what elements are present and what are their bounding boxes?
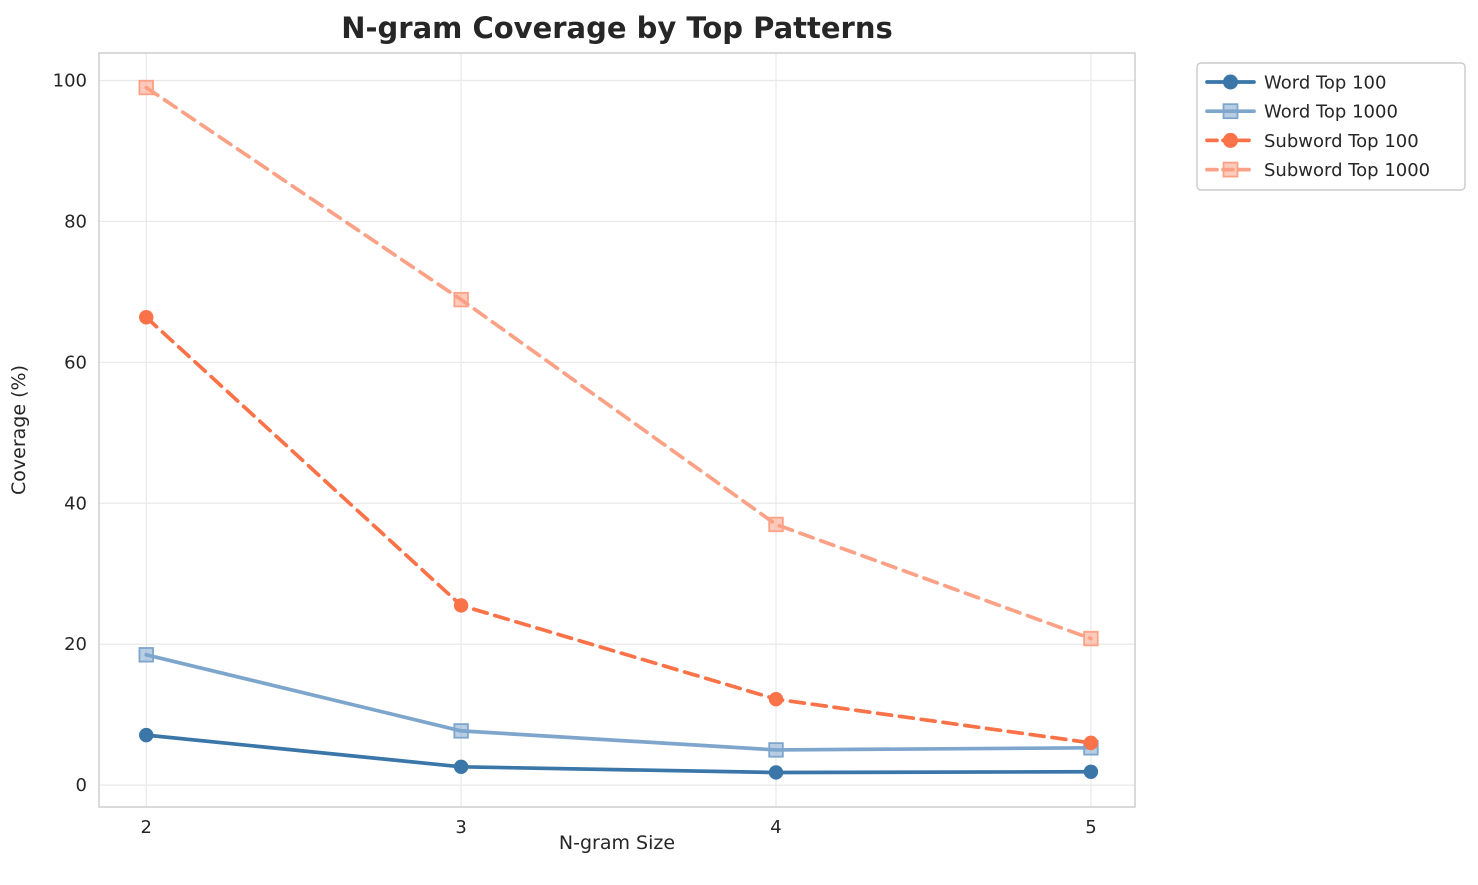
data-point-circle [139,310,154,325]
data-point-circle [139,727,154,743]
series-word-top-100 [139,727,1099,780]
legend-label: Word Top 100 [1264,73,1386,94]
data-point-square [768,742,784,758]
legend-item-subword-top-1000: Subword Top 1000 [1205,160,1430,181]
x-tick-label: 2 [141,817,152,838]
data-point-square [138,647,154,663]
grid-layer [99,53,1135,807]
legend-label: Subword Top 1000 [1264,160,1430,181]
x-tick-label: 5 [1085,817,1096,838]
legend-box [1196,62,1466,191]
legend-item-word-top-1000: Word Top 1000 [1205,102,1398,123]
data-point-circle [768,765,784,780]
data-point-circle [453,759,469,775]
plot-border [98,52,1136,808]
legend: Word Top 100 Word Top 1000 Subword Top 100… [1196,62,1466,191]
series-line [144,733,1093,775]
series-subword-top-100 [139,310,1099,751]
data-point-square [1222,103,1239,120]
series-layer [138,79,1099,780]
x-tick-label: 4 [770,817,781,838]
plot-area [99,53,1135,807]
legend-label: Word Top 1000 [1264,102,1398,123]
data-point-square [768,516,784,533]
y-tick-label: 0 [76,775,87,796]
series-line [144,315,1093,745]
data-point-square [1222,161,1239,178]
y-axis-label: Coverage (%) [8,365,30,495]
chart-title: N-gram Coverage by Top Patterns [341,11,893,45]
data-point-circle [768,691,784,707]
y-tick-label: 100 [53,70,87,91]
series-line [144,652,1093,752]
legend-item-word-top-100: Word Top 100 [1205,73,1386,94]
data-point-circle [1223,74,1238,90]
data-point-circle [1083,764,1099,779]
data-point-circle [1083,735,1099,751]
legend-label: Subword Top 100 [1264,131,1419,152]
series-line [144,85,1093,641]
data-point-circle [453,598,469,613]
x-axis-label: N-gram Size [559,832,675,854]
data-point-square [453,723,469,739]
data-point-square [1083,630,1099,647]
x-tick-label: 3 [455,817,466,838]
data-point-square [138,79,154,96]
y-tick-label: 80 [64,211,87,232]
tick-layer: 0 20 40 60 80 100 2 3 4 5 [53,70,1097,838]
data-point-circle [1223,132,1238,148]
y-tick-label: 20 [64,634,87,655]
series-word-top-1000 [138,647,1099,758]
y-tick-label: 60 [64,352,87,373]
series-subword-top-1000 [138,79,1099,647]
y-tick-label: 40 [64,493,87,514]
legend-item-subword-top-100: Subword Top 100 [1205,131,1419,152]
data-point-square [453,291,469,308]
